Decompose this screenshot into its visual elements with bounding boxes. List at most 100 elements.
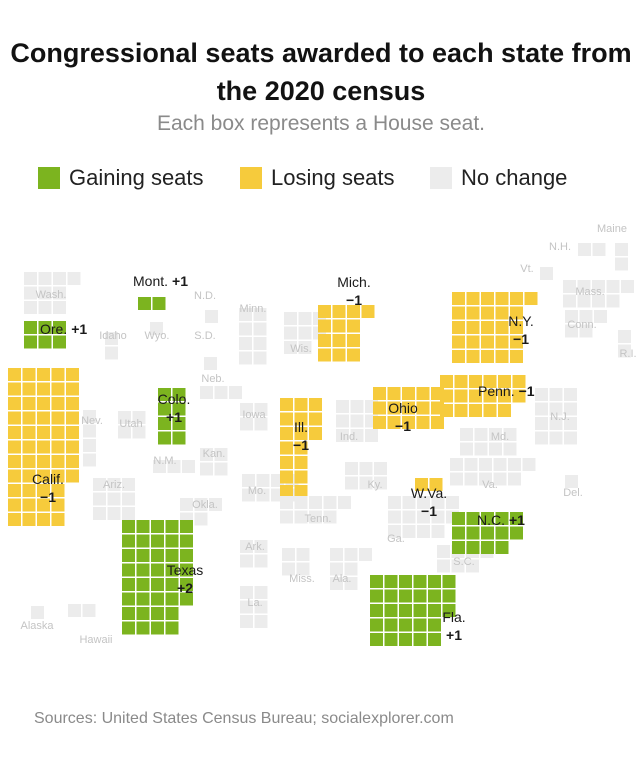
seat-tile — [180, 549, 193, 562]
seat-tile — [165, 534, 179, 548]
state-label-n-j: N.J. — [550, 411, 570, 423]
state-del — [565, 475, 578, 488]
seat-tile — [37, 513, 50, 526]
state-penn — [440, 375, 526, 417]
seat-tile — [481, 350, 494, 363]
seat-tile — [136, 592, 150, 606]
seat-tile — [31, 606, 44, 619]
state-vt — [540, 267, 553, 280]
seat-tile — [618, 330, 631, 343]
seat-tile — [253, 322, 267, 336]
seat-tile — [158, 417, 171, 430]
seat-tile — [254, 403, 268, 416]
state-label-ky: Ky. — [367, 479, 382, 491]
state-label-utah: Utah — [119, 418, 142, 430]
state-label-ohio: Ohio — [388, 400, 418, 416]
seat-tile — [512, 389, 526, 403]
seat-tile — [284, 326, 297, 340]
legend-label-none: No change — [461, 165, 568, 190]
state-n-j — [535, 388, 577, 445]
state-change-w-va: −1 — [421, 503, 437, 519]
seat-tile — [8, 382, 21, 396]
seat-tile — [8, 484, 21, 497]
seat-tile — [37, 498, 50, 512]
state-label-calif: Calif. — [32, 471, 64, 487]
state-maine — [615, 243, 628, 271]
seat-tile — [540, 267, 553, 280]
seat-tile — [510, 306, 523, 320]
seat-tile — [318, 334, 331, 347]
seat-tile — [38, 321, 52, 334]
seat-tile — [415, 478, 428, 491]
seat-tile — [332, 348, 346, 362]
legend-item-gain: Gaining seats — [38, 163, 204, 193]
seat-tile — [399, 633, 412, 646]
seat-tile — [374, 462, 387, 475]
seat-tile — [510, 512, 523, 525]
seat-tile — [374, 476, 387, 490]
state-label-iowa: Iowa — [242, 409, 266, 421]
seat-tile — [151, 592, 164, 606]
seat-tile — [294, 510, 308, 524]
state-nev — [83, 410, 96, 467]
seat-tile — [442, 589, 456, 603]
seat-tile — [592, 280, 605, 293]
seat-tile — [503, 428, 517, 441]
seat-tile — [132, 411, 146, 424]
state-label-ore: Ore. — [40, 321, 67, 337]
seat-tile — [66, 397, 79, 410]
seat-tile — [466, 335, 480, 349]
seat-tile — [450, 472, 463, 486]
state-change-ore: +1 — [71, 321, 87, 337]
seat-tile — [82, 604, 96, 617]
seat-tile — [284, 312, 297, 325]
seat-tile — [413, 575, 427, 588]
seat-tile — [466, 559, 479, 573]
seat-tile — [296, 548, 310, 561]
seat-tile — [549, 431, 563, 445]
seat-tile — [172, 417, 186, 430]
seat-tile — [350, 429, 364, 442]
seat-tile — [51, 411, 65, 425]
seat-tile — [428, 618, 441, 632]
seat-tile — [37, 368, 50, 381]
seat-tile — [417, 525, 430, 538]
seat-tile — [466, 306, 480, 320]
state-ind — [336, 400, 378, 442]
state-change-texas: +2 — [177, 580, 193, 596]
seat-tile — [67, 272, 81, 285]
legend-label-lose: Losing seats — [271, 165, 395, 190]
seat-tile — [483, 404, 497, 417]
seat-tile — [8, 513, 21, 526]
seat-tile — [522, 458, 536, 471]
seat-tile — [22, 397, 36, 410]
seat-tile — [428, 633, 441, 646]
seat-tile — [535, 417, 548, 430]
seat-tile — [37, 382, 50, 396]
seat-tile — [489, 428, 502, 441]
seat-tile — [384, 604, 398, 617]
state-label-alaska: Alaska — [20, 620, 54, 632]
state-label-ark: Ark. — [245, 541, 265, 553]
seat-tile — [37, 455, 50, 468]
seat-tile — [66, 411, 79, 425]
state-mont — [138, 297, 166, 310]
seat-tile — [136, 607, 150, 620]
state-label-wash: Wash. — [36, 289, 67, 301]
seat-tile — [402, 416, 415, 429]
state-label-ala: Ala. — [333, 573, 352, 585]
seat-tile — [387, 416, 401, 429]
seat-tile — [503, 442, 517, 456]
seat-tile — [535, 388, 548, 401]
state-alaska — [31, 606, 44, 619]
seat-tile — [564, 417, 577, 430]
seat-tile — [122, 534, 135, 548]
seat-tile — [53, 335, 66, 349]
seat-tile — [347, 305, 360, 318]
state-change-n-c: +1 — [509, 512, 525, 528]
state-mich — [318, 305, 375, 362]
seat-tile — [524, 292, 538, 305]
seat-tile — [373, 401, 386, 415]
seat-tile — [180, 520, 193, 533]
seat-tile — [493, 472, 507, 486]
